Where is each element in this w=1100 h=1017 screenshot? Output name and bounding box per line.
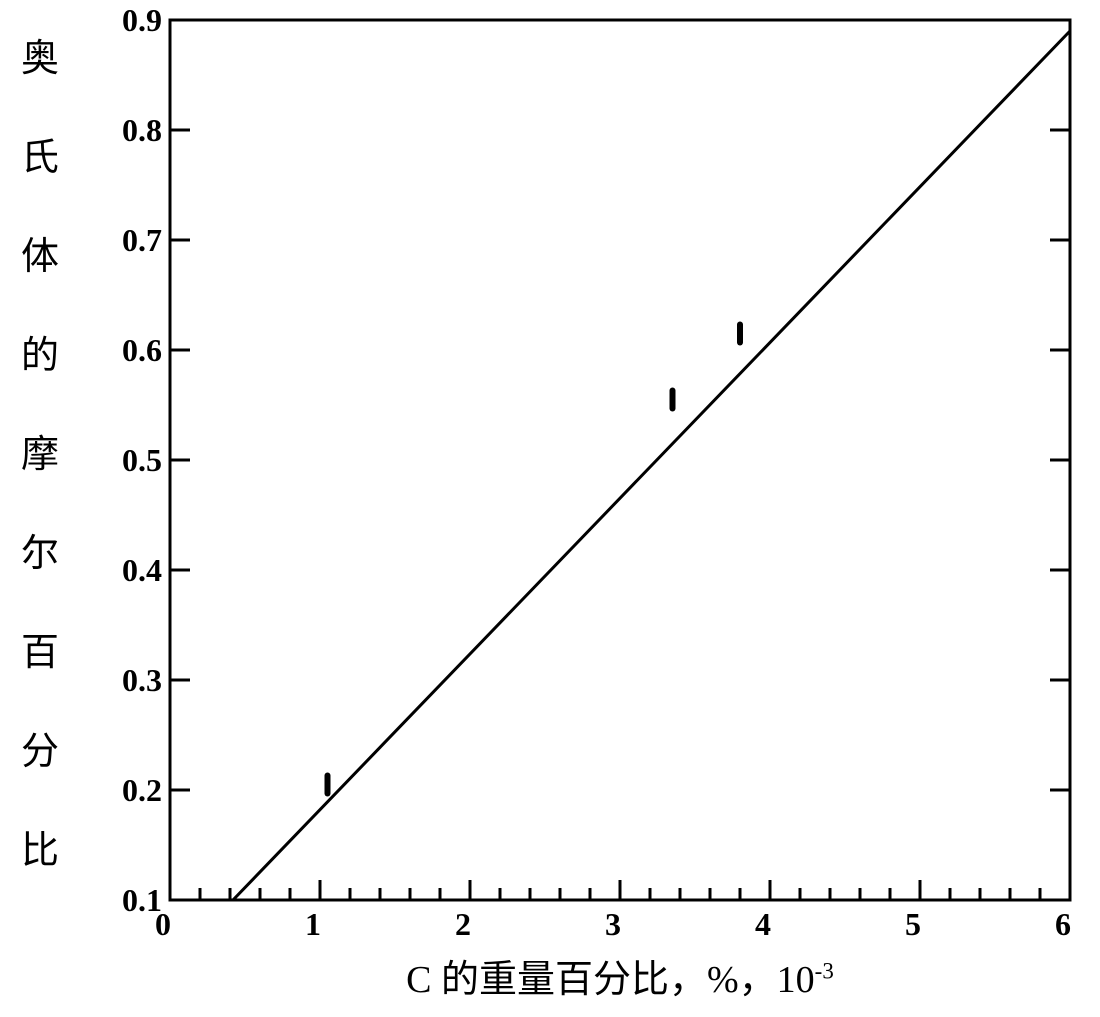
y-axis-title-char: 体	[20, 238, 60, 276]
y-axis-title-char: 分	[20, 733, 60, 771]
y-tick-label: 0.2	[122, 772, 162, 809]
y-tick-label: 0.7	[122, 222, 162, 259]
x-tick-label: 4	[755, 906, 771, 943]
y-axis-title: 奥氏体的摩尔百分比	[20, 40, 60, 931]
y-tick-label: 0.6	[122, 332, 162, 369]
y-tick-label: 0.8	[122, 112, 162, 149]
y-tick-label: 0.9	[122, 2, 162, 39]
x-tick-label: 3	[605, 906, 621, 943]
plot-frame	[170, 20, 1070, 900]
y-tick-label: 0.1	[122, 882, 162, 919]
x-tick-label: 5	[905, 906, 921, 943]
x-axis-title-exponent: -3	[815, 958, 834, 983]
y-axis-title-char: 百	[20, 634, 60, 672]
y-tick-label: 0.3	[122, 662, 162, 699]
y-axis-title-char: 比	[20, 832, 60, 870]
trend-line	[233, 31, 1070, 900]
y-axis-title-char: 尔	[20, 535, 60, 573]
x-axis-title-text: C 的重量百分比，%，10	[406, 959, 815, 1001]
x-tick-label: 6	[1055, 906, 1071, 943]
x-tick-label: 1	[305, 906, 321, 943]
y-axis-title-char: 摩	[20, 436, 60, 474]
y-axis-title-char: 奥	[20, 40, 60, 78]
x-axis-title: C 的重量百分比，%，10-3	[170, 948, 1070, 1003]
x-tick-label: 2	[455, 906, 471, 943]
y-tick-label: 0.5	[122, 442, 162, 479]
y-axis-title-char: 的	[20, 337, 60, 375]
y-tick-label: 0.4	[122, 552, 162, 589]
y-axis-title-char: 氏	[20, 139, 60, 177]
